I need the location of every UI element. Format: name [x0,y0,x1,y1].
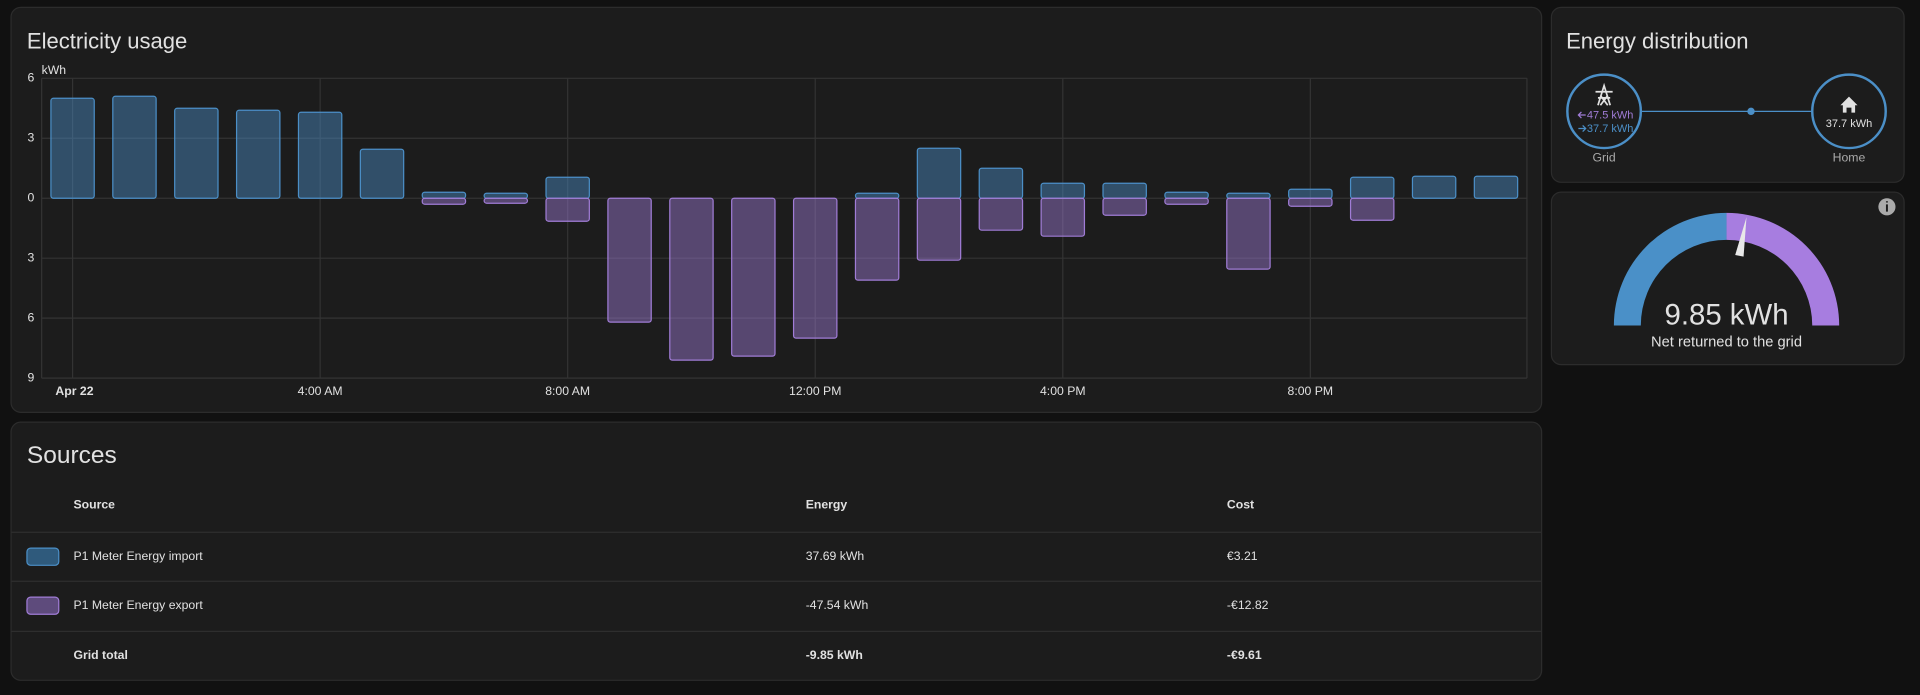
usage-card [10,6,1543,413]
total-cell: -9.85 kWh [806,648,863,662]
bar [792,197,838,339]
bar [174,107,219,199]
bar [1349,197,1395,221]
cell: P1 Meter Energy export [73,598,203,612]
bar [978,167,1024,199]
x-tick-label: Apr 22 [55,384,93,398]
grid-icon [1595,82,1613,106]
gauge-import-arc [1613,212,1727,326]
bar [1102,197,1147,216]
grid-circle [1566,73,1643,150]
bar [1288,197,1333,207]
bar [1040,197,1086,237]
total-cell: -€9.61 [1227,648,1262,662]
grid-label: Grid [1593,151,1616,165]
bar [483,197,529,204]
bar [483,192,529,199]
bar [421,191,467,199]
bar [1102,182,1147,199]
bar [235,109,281,199]
gauge-subtitle: Net returned to the grid [1651,334,1802,350]
y-axis-label: kWh [42,63,67,77]
distribution-title: Energy distribution [1566,29,1748,54]
flow-dot [1747,107,1755,116]
arrow-import [1578,124,1587,132]
cell: -47.54 kWh [806,598,869,612]
header: Source [73,498,115,512]
header: Cost [1227,498,1254,512]
bar [916,197,962,261]
sources-title: Sources [27,442,117,469]
gauge-value: 9.85 kWh [1664,299,1788,332]
swatch [26,596,60,615]
total-cell: Grid total [73,648,127,662]
cell: -€12.82 [1227,598,1269,612]
home-icon [1840,96,1858,113]
home-circle [1811,73,1887,150]
grid-export: 47.5 kWh [1587,110,1633,122]
bar [359,148,405,199]
bar [731,197,776,357]
y-tick-label: 3 [27,250,34,264]
bar [978,197,1024,231]
bar [421,197,467,205]
cell: 37.69 kWh [806,549,865,563]
bar [916,147,962,199]
bar [545,197,590,222]
y-tick-label: 6 [27,310,34,324]
bar [1164,197,1209,205]
grid-import: 37.7 kWh [1587,123,1633,135]
y-tick-label: 0 [27,190,34,204]
bar [1226,197,1271,270]
swatch [26,547,60,566]
bar [297,111,343,199]
x-tick-label: 8:00 PM [1288,384,1334,398]
bar [1040,182,1086,199]
home-value: 37.7 kWh [1826,118,1872,130]
distribution-card [1550,6,1905,183]
bar [1473,175,1519,199]
bar [1349,176,1395,199]
y-tick-label: 9 [27,370,34,384]
gauge-export-arc [1726,212,1840,326]
header: Energy [806,498,848,512]
y-tick-label: 3 [27,131,34,145]
bar [1288,188,1333,199]
x-tick-label: 4:00 AM [298,384,343,398]
bar [112,95,157,199]
x-tick-label: 4:00 PM [1040,384,1086,398]
bar [545,176,590,199]
gauge-needle [1735,217,1747,257]
bar [607,197,652,323]
x-tick-label: 12:00 PM [789,384,841,398]
sources-card [10,421,1543,681]
bar [669,197,714,361]
bar [1411,175,1457,199]
bar [50,97,95,199]
home-label: Home [1833,151,1866,165]
arrow-export [1577,111,1586,119]
bar [1164,191,1209,199]
y-tick-label: 6 [27,71,34,85]
bar [854,192,900,199]
x-tick-label: 8:00 AM [545,384,590,398]
bar [1226,192,1271,199]
cell: P1 Meter Energy import [73,549,203,563]
bar [854,197,900,281]
chart-title: Electricity usage [27,29,187,54]
cell: €3.21 [1227,549,1258,563]
